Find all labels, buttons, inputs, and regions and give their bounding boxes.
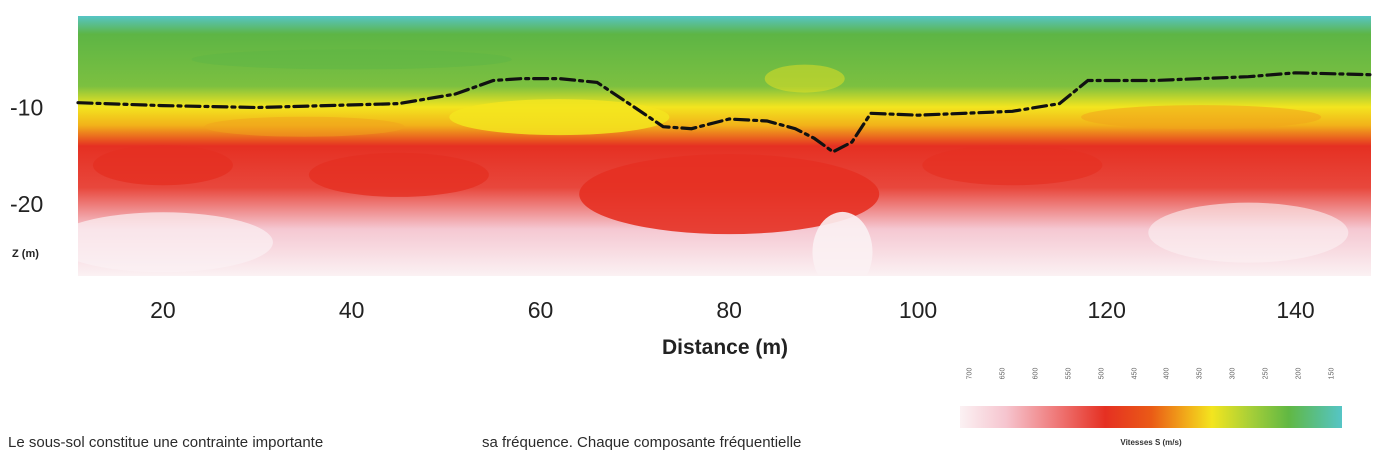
colorbar-tick-labels: 700 650 600 550 500 450 400 350 300 250 200 150 (960, 364, 1342, 404)
y-tick-label: -20 (10, 191, 43, 217)
velocity-section-chart: 20 40 60 80 100 120 140 -10 -20 Distance (m) Z … (10, 16, 1373, 359)
texture-blob-0 (92, 145, 233, 186)
texture-blob-4 (812, 211, 873, 276)
colorbar-tick-label: 200 (1295, 367, 1303, 380)
texture-blob-2 (579, 154, 880, 235)
texture-blob-6 (1148, 202, 1349, 263)
body-text-left: Le sous-sol constitue une contrainte imp… (8, 434, 324, 451)
texture-blob-5 (78, 212, 273, 273)
x-tick-label: 120 (1088, 297, 1126, 323)
texture-blob-8 (204, 116, 405, 137)
texture-blob-10 (764, 64, 845, 93)
x-tick-label: 40 (339, 297, 365, 323)
texture-blob-3 (922, 145, 1103, 186)
colorbar-tick-label: 150 (1328, 367, 1336, 380)
colorbar-title: Vitesses S (m/s) (1120, 438, 1182, 447)
colorbar-tick-label: 400 (1163, 367, 1171, 380)
colorbar-tick-label: 450 (1131, 367, 1139, 380)
texture-blob-9 (1081, 105, 1322, 130)
colorbar-tick-label: 550 (1065, 367, 1073, 380)
body-text-right: sa fréquence. Chaque composante fréquent… (482, 434, 802, 451)
plot-area (78, 16, 1371, 276)
colorbar-tick-label: 650 (999, 367, 1007, 380)
y-axis-label: Z (m) (12, 248, 39, 260)
x-axis-label: Distance (m) (662, 336, 788, 359)
y-tick-label: -10 (10, 95, 43, 121)
colorbar-gradient (960, 406, 1342, 428)
velocity-colorbar: 700 650 600 550 500 450 400 350 300 250 200 150 Vit… (960, 364, 1342, 454)
x-tick-label: 20 (150, 297, 176, 323)
texture-blob-7 (449, 99, 670, 136)
x-tick-labels: 20 40 60 80 100 120 140 (150, 297, 1315, 323)
x-tick-label: 140 (1276, 297, 1314, 323)
x-tick-label: 60 (528, 297, 554, 323)
colorbar-tick-label: 500 (1098, 367, 1106, 380)
colorbar-tick-label: 300 (1229, 367, 1237, 380)
colorbar-tick-label: 350 (1196, 367, 1204, 380)
colorbar-tick-label: 600 (1032, 367, 1040, 380)
x-tick-label: 80 (716, 297, 742, 323)
section-texture (78, 49, 1349, 276)
texture-blob-1 (308, 152, 489, 197)
colorbar-tick-label: 250 (1262, 367, 1270, 380)
texture-blob-11 (191, 49, 512, 70)
y-tick-labels: -10 -20 (10, 95, 43, 217)
velocity-boundary-line (76, 71, 1373, 154)
x-tick-label: 100 (899, 297, 937, 323)
colorbar-tick-label: 700 (966, 367, 974, 380)
